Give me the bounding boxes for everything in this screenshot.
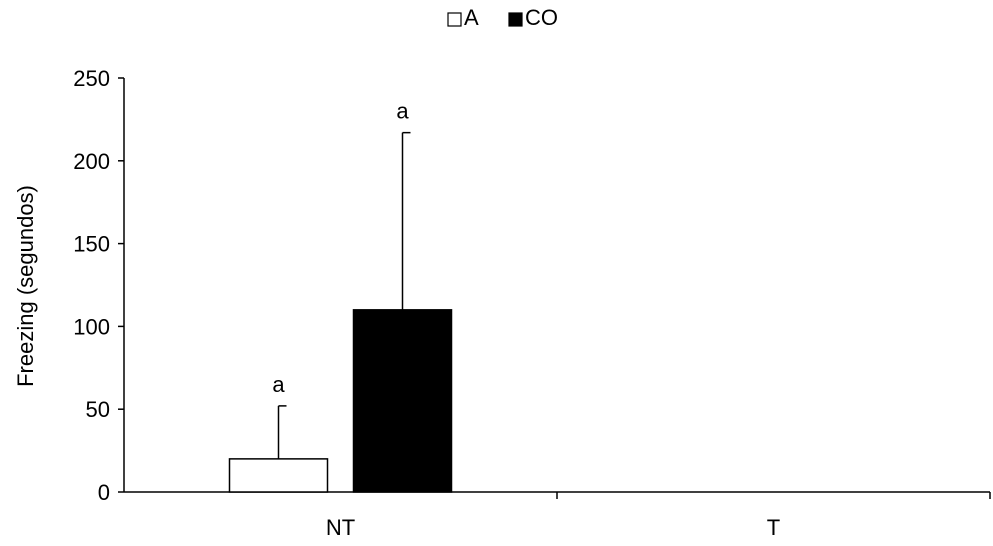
legend-label-co: CO <box>525 5 558 30</box>
significance-label: a <box>396 99 409 124</box>
axes: 0 50 100 150 200 250 NT T <box>73 66 991 540</box>
y-tick-label: 0 <box>98 480 110 505</box>
legend: A CO <box>447 5 558 30</box>
x-tick-label: NT <box>326 515 355 540</box>
x-tick-label: T <box>767 515 780 540</box>
y-tick-label: 250 <box>73 66 110 91</box>
bar-co-nt <box>352 309 453 493</box>
y-tick-label: 200 <box>73 149 110 174</box>
significance-label: a <box>272 372 285 397</box>
y-tick-label: 150 <box>73 232 110 257</box>
legend-label-a: A <box>464 5 479 30</box>
y-axis-label: Freezing (segundos) <box>13 185 38 387</box>
y-tick-label: 100 <box>73 314 110 339</box>
bars: aa <box>228 99 453 493</box>
bar-a-nt <box>228 458 329 493</box>
legend-swatch-a <box>447 12 462 27</box>
legend-swatch-co <box>508 12 523 27</box>
y-tick-label: 50 <box>86 397 110 422</box>
